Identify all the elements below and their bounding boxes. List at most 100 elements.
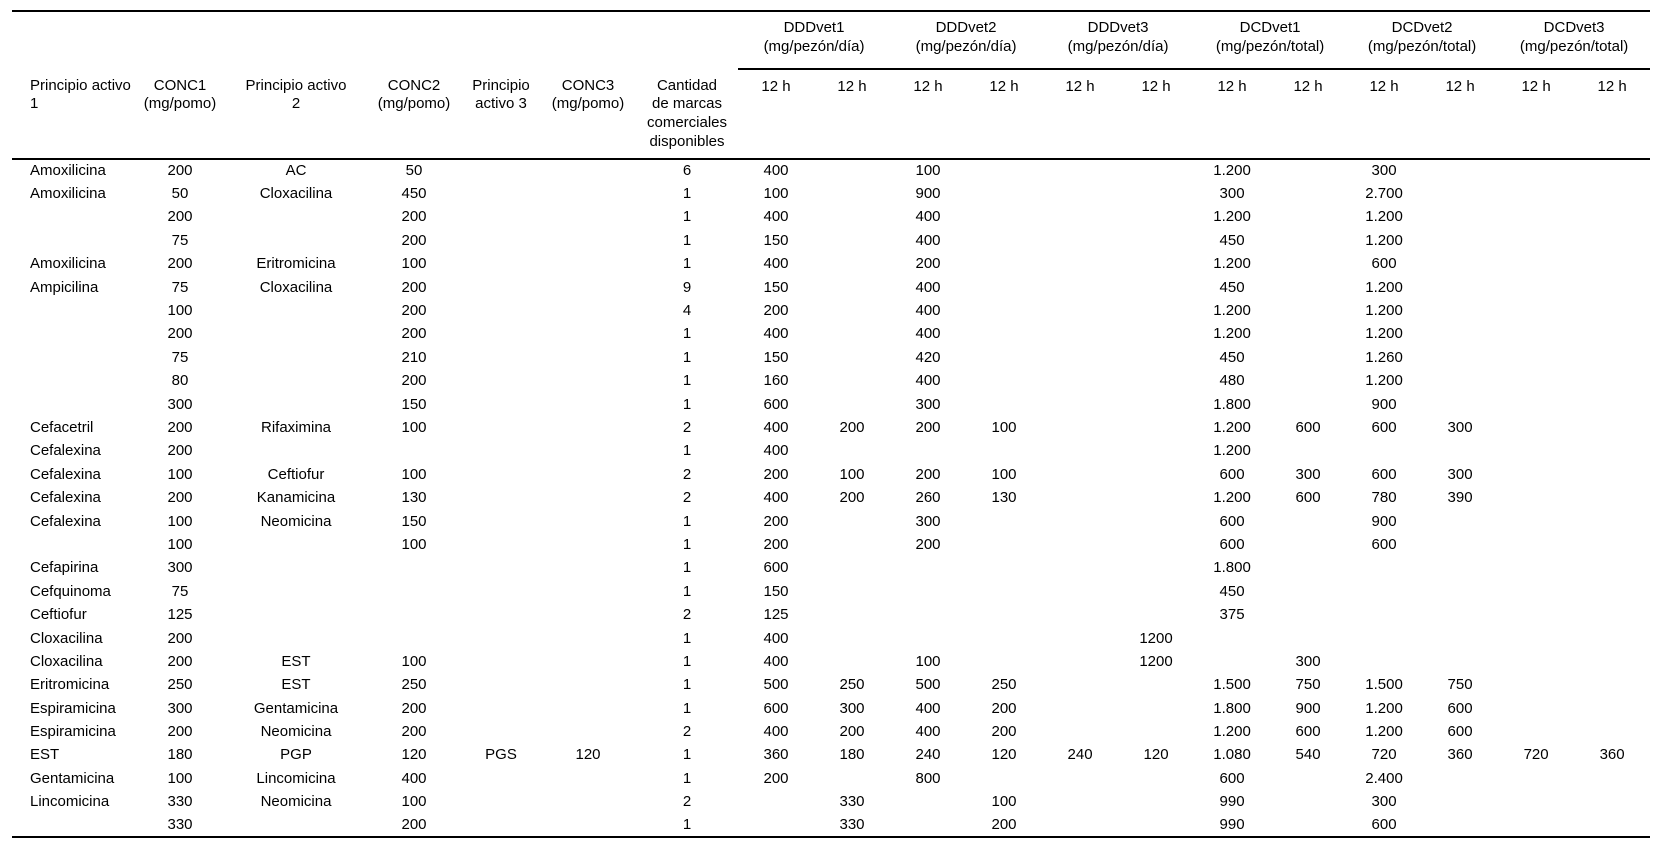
table-cell bbox=[1118, 673, 1194, 696]
table-row: Espiramicina 200 Neomicina 200 2 400 200 400 200… bbox=[12, 720, 1650, 743]
table-body: Amoxilicina 200 AC 50 6 400 100 1.200 300 Amoxili… bbox=[12, 159, 1650, 837]
table-cell: Neomicina bbox=[260, 512, 332, 530]
table-cell bbox=[462, 182, 540, 205]
cell-principio-activo-1: Cefapirina bbox=[30, 559, 99, 577]
table-row: 100 100 1 200 200 600 600 bbox=[12, 533, 1650, 556]
table-cell bbox=[462, 720, 540, 743]
table-cell: 400 bbox=[763, 652, 789, 670]
col-header-12h: 12 h bbox=[738, 68, 814, 160]
table-cell: 600 bbox=[1219, 769, 1245, 787]
table-cell bbox=[1574, 673, 1650, 696]
table-cell bbox=[540, 650, 636, 673]
table-row: 75 200 1 150 400 450 1.200 bbox=[12, 229, 1650, 252]
table-cell: 450 bbox=[1219, 348, 1245, 366]
table-cell bbox=[1574, 229, 1650, 252]
table-cell bbox=[1498, 252, 1574, 275]
table-cell bbox=[1042, 252, 1118, 275]
table-cell: 200 bbox=[401, 302, 427, 320]
table-cell bbox=[462, 509, 540, 532]
table-cell: 300 bbox=[1295, 465, 1321, 483]
table-cell bbox=[1042, 580, 1118, 603]
cell-principio-activo-1: Cefalexina bbox=[30, 465, 101, 483]
table-cell: 100 bbox=[401, 793, 427, 811]
table-cell: 1.080 bbox=[1213, 746, 1251, 764]
table-cell bbox=[1498, 369, 1574, 392]
table-cell bbox=[1042, 790, 1118, 813]
table-cell bbox=[1574, 416, 1650, 439]
table-cell: 600 bbox=[1371, 255, 1397, 273]
col-header-cantidad-marcas: Cantidad de marcas comerciales disponibles bbox=[636, 68, 738, 160]
table-cell bbox=[1422, 813, 1498, 836]
table-cell: 600 bbox=[1295, 489, 1321, 507]
table-cell: 4 bbox=[682, 302, 692, 320]
table-cell: Kanamicina bbox=[256, 489, 336, 507]
table-cell bbox=[966, 580, 1042, 603]
table-cell: 400 bbox=[915, 208, 941, 226]
table-cell: 1 bbox=[682, 208, 692, 226]
table-cell bbox=[1574, 322, 1650, 345]
table-cell bbox=[966, 509, 1042, 532]
table-cell bbox=[1422, 229, 1498, 252]
table-cell: 150 bbox=[763, 278, 789, 296]
table-cell bbox=[462, 346, 540, 369]
table-cell: 150 bbox=[763, 582, 789, 600]
table-cell: 125 bbox=[763, 606, 789, 624]
table-cell: 120 bbox=[991, 746, 1017, 764]
table-row: Espiramicina 300 Gentamicina 200 1 600 300 400 2… bbox=[12, 696, 1650, 719]
table-cell bbox=[814, 392, 890, 415]
table-cell: 1 bbox=[682, 395, 692, 413]
table-cell bbox=[1498, 486, 1574, 509]
column-header-row: Principio activo 1 CONC1 (mg/pomo) Princip… bbox=[12, 68, 1651, 160]
table-cell: 2.400 bbox=[1365, 769, 1403, 787]
col-header-12h: 12 h bbox=[1118, 68, 1195, 160]
table-cell bbox=[890, 813, 966, 836]
table-cell bbox=[1270, 159, 1346, 182]
table-cell bbox=[1042, 767, 1118, 790]
table-cell bbox=[1498, 159, 1574, 182]
table-cell: 200 bbox=[991, 816, 1017, 834]
table-cell: 200 bbox=[167, 723, 193, 741]
table-row: 200 200 1 400 400 1.200 1.200 bbox=[12, 205, 1650, 228]
table-cell bbox=[738, 813, 814, 836]
table-cell bbox=[1042, 603, 1118, 626]
table-cell bbox=[226, 603, 366, 626]
table-cell bbox=[1574, 159, 1650, 182]
table-cell: 1.200 bbox=[1365, 325, 1403, 343]
table-cell bbox=[814, 182, 890, 205]
cell-principio-activo-1: Ceftiofur bbox=[30, 606, 87, 624]
table-cell bbox=[1270, 790, 1346, 813]
table-cell bbox=[966, 322, 1042, 345]
table-cell: 330 bbox=[167, 793, 193, 811]
table-cell: 720 bbox=[1523, 746, 1549, 764]
table-cell: 1.200 bbox=[1365, 302, 1403, 320]
table-cell: 160 bbox=[763, 372, 789, 390]
table-cell bbox=[1118, 767, 1194, 790]
table-cell: 100 bbox=[401, 418, 427, 436]
table-cell: 400 bbox=[763, 489, 789, 507]
table-cell bbox=[1118, 182, 1194, 205]
table-cell: 1.200 bbox=[1213, 489, 1251, 507]
table-cell bbox=[1498, 509, 1574, 532]
table-cell bbox=[1574, 205, 1650, 228]
table-row: EST 180 PGP 120 PGS 120 1 360 180 240 120 240 120 1.0… bbox=[12, 743, 1650, 766]
table-cell: 1 bbox=[682, 185, 692, 203]
cell-principio-activo-1: Gentamicina bbox=[30, 769, 115, 787]
table-cell bbox=[462, 229, 540, 252]
table-cell: 2 bbox=[682, 465, 692, 483]
table-cell bbox=[814, 299, 890, 322]
table-cell bbox=[1422, 369, 1498, 392]
table-cell: 450 bbox=[1219, 582, 1245, 600]
table-row: Cefalexina 100 Neomicina 150 1 200 300 600 900 bbox=[12, 509, 1650, 532]
col-header-conc2: CONC2 (mg/pomo) bbox=[366, 68, 462, 160]
table-cell: 600 bbox=[1371, 535, 1397, 553]
table-cell bbox=[1042, 322, 1118, 345]
table-cell bbox=[1498, 790, 1574, 813]
table-cell bbox=[1042, 275, 1118, 298]
table-cell bbox=[1118, 252, 1194, 275]
cell-principio-activo-1 bbox=[12, 322, 134, 345]
table-row: Amoxilicina 50 Cloxacilina 450 1 100 900 300 2.7… bbox=[12, 182, 1650, 205]
table-cell: 100 bbox=[167, 465, 193, 483]
table-cell: 400 bbox=[763, 208, 789, 226]
table-cell bbox=[540, 790, 636, 813]
group-header-dcdvet3: DCDvet3 (mg/pezón/total) bbox=[1498, 11, 1651, 70]
